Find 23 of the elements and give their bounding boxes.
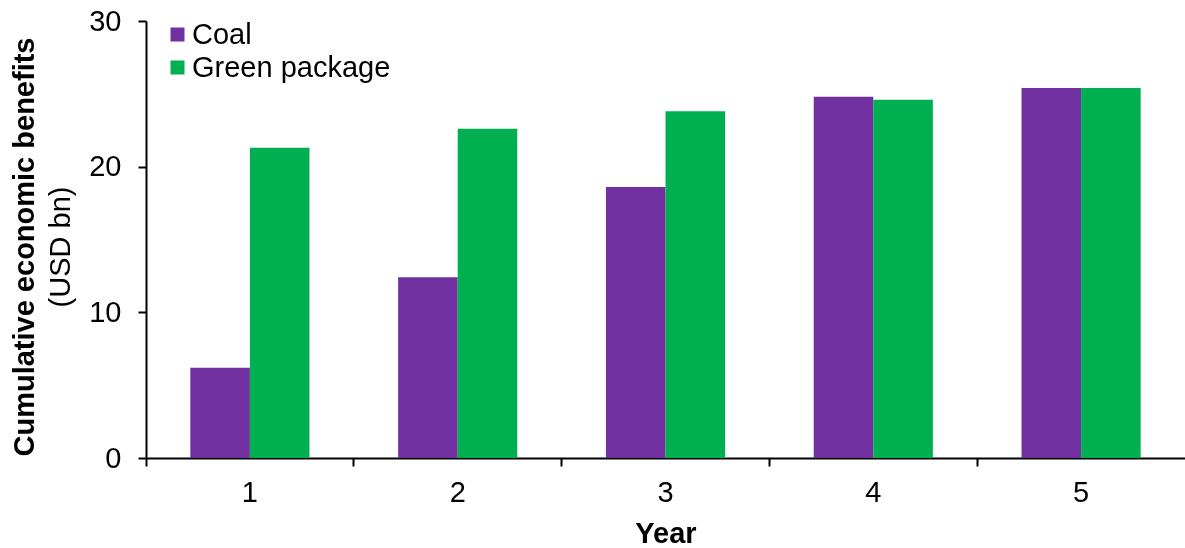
x-tick-label: 1 <box>241 475 258 508</box>
bar <box>665 111 726 458</box>
y-tick-label: 10 <box>89 295 122 328</box>
bar <box>1021 88 1082 458</box>
x-tick-label: 5 <box>1073 475 1090 508</box>
bar <box>398 277 458 458</box>
legend-label: Coal <box>192 17 252 50</box>
bar <box>1081 88 1141 458</box>
bar <box>457 128 518 458</box>
y-axis-title: Cumulative economic benefits (USD bn) <box>8 37 76 457</box>
bar <box>605 187 666 458</box>
y-tick-label: 20 <box>89 150 122 183</box>
x-axis-title: Year <box>635 516 697 548</box>
legend-label: Green package <box>192 50 391 83</box>
y-tick-label: 0 <box>105 441 122 474</box>
x-tick-label: 3 <box>657 475 674 508</box>
bar <box>249 147 310 458</box>
y-tick-label: 30 <box>89 4 122 37</box>
bar <box>190 367 250 458</box>
bar <box>873 99 933 458</box>
x-tick-label: 2 <box>449 475 466 508</box>
x-tick-label: 4 <box>865 475 882 508</box>
bar <box>813 96 874 458</box>
